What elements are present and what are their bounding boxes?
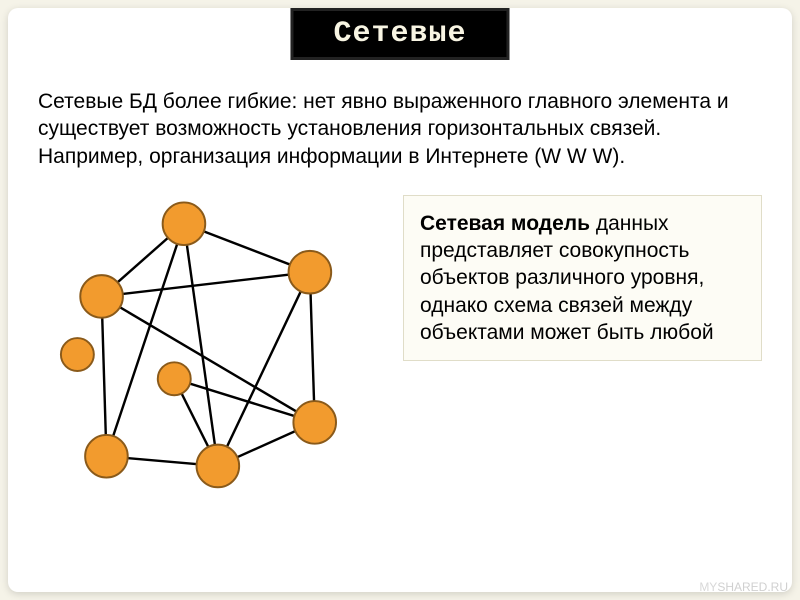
watermark-prefix: MY bbox=[699, 580, 717, 594]
content-row: Сетевая модель данных представляет совок… bbox=[38, 185, 762, 495]
title-box: Сетевые bbox=[290, 8, 509, 60]
node bbox=[61, 338, 94, 371]
watermark: MYSHARED.RU bbox=[699, 580, 788, 594]
definition-box: Сетевая модель данных представляет совок… bbox=[403, 195, 762, 361]
node bbox=[80, 275, 123, 318]
node bbox=[197, 445, 240, 488]
title-text: Сетевые bbox=[333, 17, 466, 51]
network-svg bbox=[38, 185, 388, 495]
edge bbox=[102, 272, 310, 296]
node bbox=[293, 401, 336, 444]
edge bbox=[102, 296, 107, 456]
edges-group bbox=[102, 224, 315, 466]
network-diagram bbox=[38, 185, 388, 495]
definition-bold: Сетевая модель bbox=[420, 212, 590, 235]
watermark-suffix: SHARED.RU bbox=[717, 580, 788, 594]
slide: Сетевые Сетевые БД более гибкие: нет явн… bbox=[8, 8, 792, 592]
node bbox=[158, 362, 191, 395]
node bbox=[85, 435, 128, 478]
node bbox=[163, 202, 206, 245]
edge bbox=[218, 272, 310, 466]
node bbox=[289, 251, 332, 294]
edge bbox=[310, 272, 315, 422]
intro-paragraph: Сетевые БД более гибкие: нет явно выраже… bbox=[38, 88, 762, 170]
